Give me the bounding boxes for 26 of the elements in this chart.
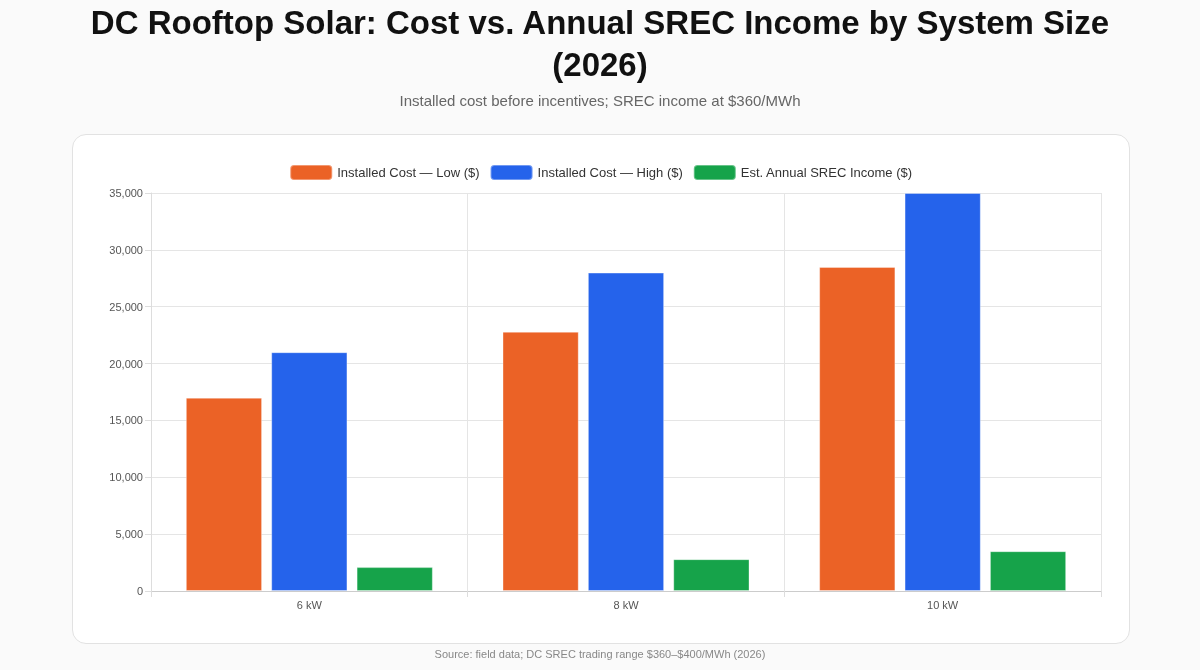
source-note: Source: field data; DC SREC trading range $360–$400/MWh (2026) — [433, 648, 767, 660]
bar — [185, 397, 263, 591]
bar — [587, 272, 665, 591]
y-tick-label: 20,000 — [109, 357, 143, 370]
x-tick-label: 8 kW — [613, 598, 640, 611]
y-tick-label: 5,000 — [115, 528, 143, 541]
chart-subtitle: Installed cost before incentives; SREC income at $360/MWh — [398, 92, 802, 109]
y-tick-label: 35,000 — [109, 187, 143, 199]
y-tick-label: 0 — [136, 585, 143, 597]
bar — [673, 559, 750, 591]
bar — [502, 331, 579, 591]
bar — [904, 193, 981, 591]
y-tick-label: 15,000 — [109, 414, 143, 427]
legend-label: Installed Cost — High ($) — [537, 165, 683, 180]
bar — [356, 567, 433, 591]
chart-title: DC Rooftop Solar: Cost vs. Annual SREC Income by System Size (2026) — [89, 3, 1111, 85]
legend-label: Installed Cost — Low ($) — [337, 165, 480, 180]
x-tick-label: 6 kW — [296, 598, 323, 611]
y-tick-label: 30,000 — [109, 243, 143, 256]
x-tick-label: 10 kW — [927, 598, 959, 611]
bar — [271, 352, 348, 591]
bar — [989, 551, 1067, 591]
legend-label: Est. Annual SREC Income ($) — [740, 165, 913, 180]
bar — [819, 266, 896, 591]
y-tick-label: 25,000 — [109, 300, 143, 313]
y-tick-label: 10,000 — [109, 471, 143, 484]
